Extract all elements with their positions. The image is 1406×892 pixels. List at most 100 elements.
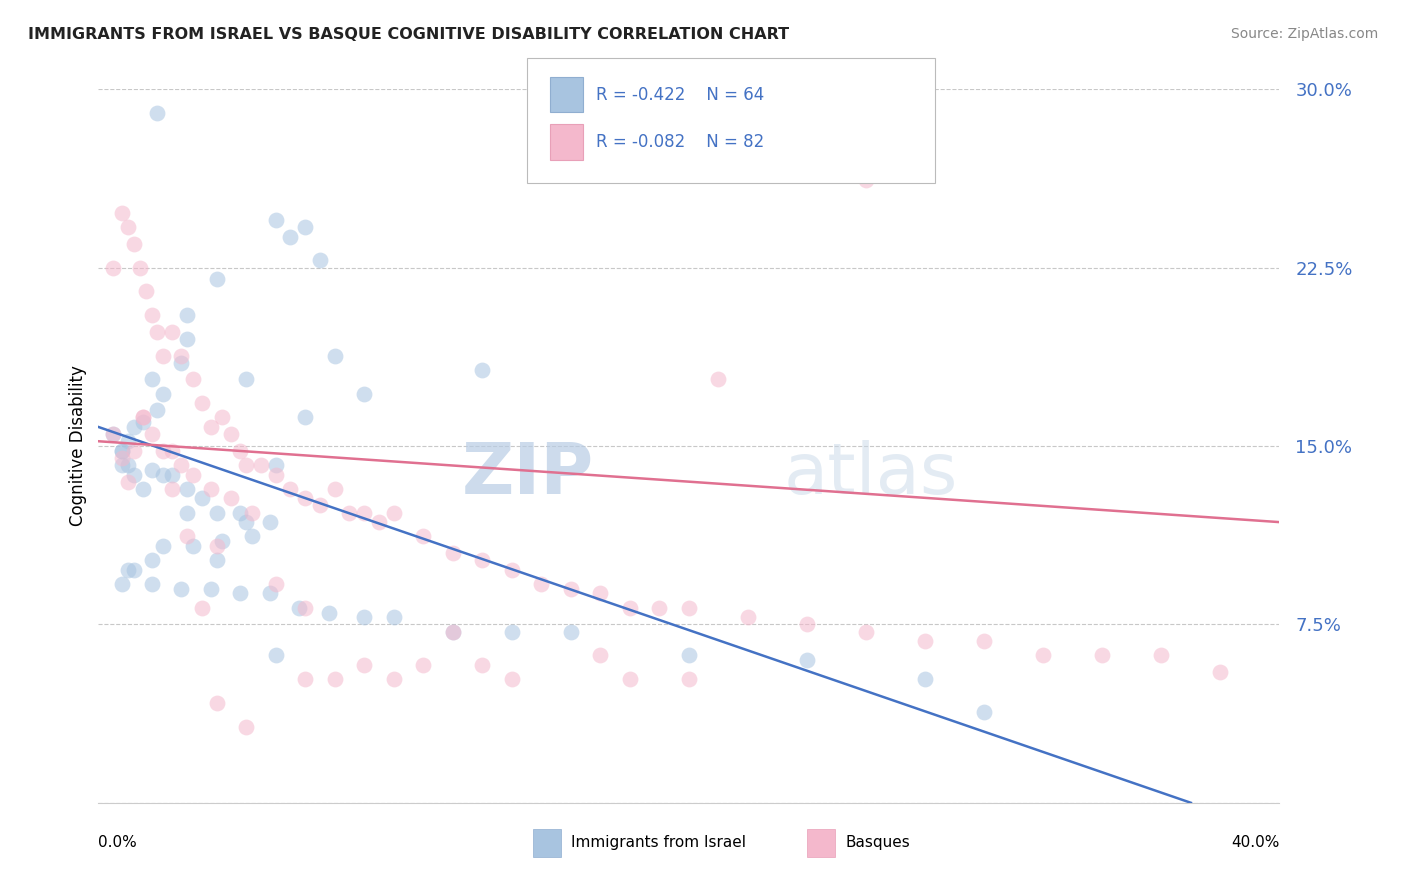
Point [914,634,936,648]
Point [141,463,163,477]
Text: Basques: Basques [845,836,910,850]
Point [368,515,391,529]
Point [501,624,523,639]
Point [441,546,464,560]
Point [211,410,233,425]
Point [796,617,818,632]
Point [264,467,287,482]
Point [181,372,204,386]
Point [441,624,464,639]
Point [318,606,340,620]
Point [973,634,995,648]
Point [229,506,252,520]
Point [323,349,346,363]
Text: 0.0%: 0.0% [98,836,138,850]
Point [412,529,434,543]
Point [191,600,214,615]
Point [132,410,155,425]
Point [135,285,157,299]
Point [152,443,174,458]
Text: R = -0.082    N = 82: R = -0.082 N = 82 [596,133,765,151]
Point [146,106,169,120]
Text: 40.0%: 40.0% [1232,836,1279,850]
Point [353,386,375,401]
Point [170,458,193,472]
Point [152,349,174,363]
Point [111,206,134,220]
Point [264,213,287,227]
Point [141,308,163,322]
Point [337,506,360,520]
Point [122,420,145,434]
Point [132,410,155,425]
Point [707,372,730,386]
Point [353,610,375,624]
Point [294,600,316,615]
Point [141,372,163,386]
Point [382,672,405,686]
Point [240,506,263,520]
Point [176,308,198,322]
Point [162,443,183,458]
Point [1150,648,1173,663]
Point [309,499,332,513]
Point [560,582,582,596]
Point [235,458,257,472]
Point [122,443,145,458]
Point [441,624,464,639]
Point [111,443,134,458]
Point [191,396,214,410]
Point [128,260,150,275]
Point [250,458,273,472]
Point [278,229,302,244]
Point [229,443,252,458]
Point [205,272,228,286]
Point [678,672,700,686]
Point [240,529,263,543]
Point [323,482,346,496]
Point [619,600,641,615]
Point [170,356,193,370]
Point [855,172,877,186]
Point [152,467,174,482]
Point [796,653,818,667]
Point [176,506,198,520]
Point [170,582,193,596]
Point [648,600,671,615]
Point [146,403,169,417]
Point [181,467,204,482]
Point [219,491,242,506]
Point [141,427,163,442]
Point [111,450,134,465]
Point [162,482,183,496]
Point [117,220,139,235]
Point [146,325,169,339]
Text: ZIP: ZIP [463,440,595,509]
Point [382,610,405,624]
Point [294,410,316,425]
Point [211,534,233,549]
Point [176,332,198,346]
Point [259,586,281,600]
Point [1032,648,1054,663]
Point [412,657,434,672]
Point [382,506,405,520]
Point [117,434,139,449]
Point [678,600,700,615]
Point [122,563,145,577]
Point [855,624,877,639]
Point [323,672,346,686]
Text: Immigrants from Israel: Immigrants from Israel [571,836,745,850]
Point [200,482,222,496]
Point [471,553,494,567]
Point [353,506,375,520]
Point [589,586,612,600]
Point [181,539,204,553]
Point [309,253,332,268]
Point [170,349,193,363]
Point [152,539,174,553]
Point [353,657,375,672]
Point [264,648,287,663]
Text: R = -0.422    N = 64: R = -0.422 N = 64 [596,86,765,103]
Point [530,577,553,591]
